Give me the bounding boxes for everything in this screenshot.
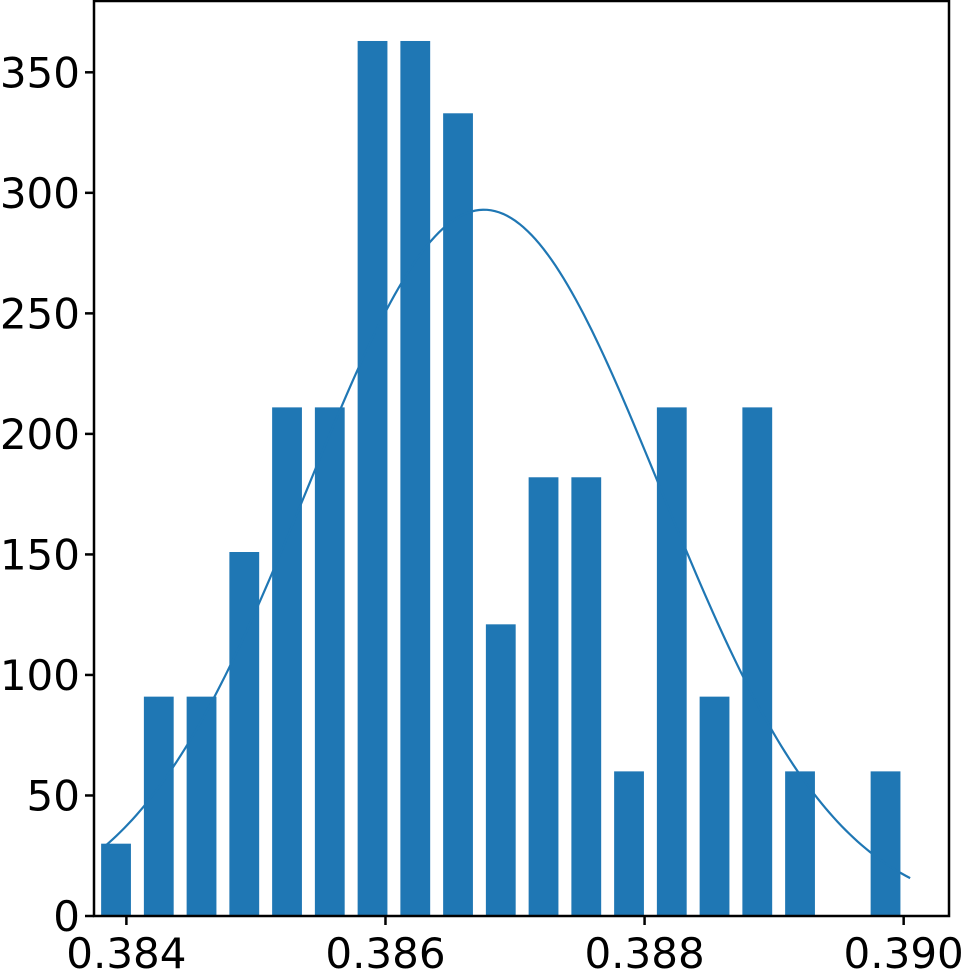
bar-5 [314, 407, 345, 916]
bar-14 [699, 696, 730, 916]
density-curve [103, 208, 911, 880]
bar-13 [656, 407, 687, 916]
bar-11 [571, 477, 602, 916]
y-tick-label-6: 300 [0, 169, 80, 218]
x-tick-label-2: 0.388 [584, 929, 704, 969]
bar-15 [742, 407, 773, 916]
bar-1 [143, 696, 174, 916]
bar-10 [528, 477, 559, 916]
y-tick-label-7: 350 [0, 48, 80, 97]
y-tick-label-4: 200 [0, 410, 80, 459]
y-tick-label-5: 250 [0, 289, 80, 338]
x-tick-label-0: 0.384 [66, 929, 186, 969]
y-tick-label-2: 100 [0, 651, 80, 700]
x-tick-label-3: 0.390 [844, 929, 964, 969]
bar-7 [400, 40, 431, 917]
bars-group [101, 40, 901, 917]
x-axis: 0.384 0.386 0.388 0.390 [66, 916, 964, 969]
y-tick-label-0: 0 [53, 892, 80, 941]
y-tick-label-1: 50 [27, 771, 80, 820]
bar-4 [272, 407, 302, 916]
plot-frame [92, 0, 951, 918]
bar-2 [186, 696, 217, 916]
bar-6 [357, 40, 388, 917]
bar-3 [229, 552, 260, 916]
bar-12 [614, 771, 644, 916]
bar-8 [443, 113, 473, 917]
bar-9 [485, 624, 516, 916]
bar-17 [870, 771, 901, 916]
y-axis: 0 50 100 150 200 250 300 350 [0, 48, 94, 941]
y-tick-label-3: 150 [0, 530, 80, 579]
bar-0 [101, 843, 131, 916]
bar-16 [785, 771, 815, 916]
x-tick-label-1: 0.386 [325, 929, 445, 969]
